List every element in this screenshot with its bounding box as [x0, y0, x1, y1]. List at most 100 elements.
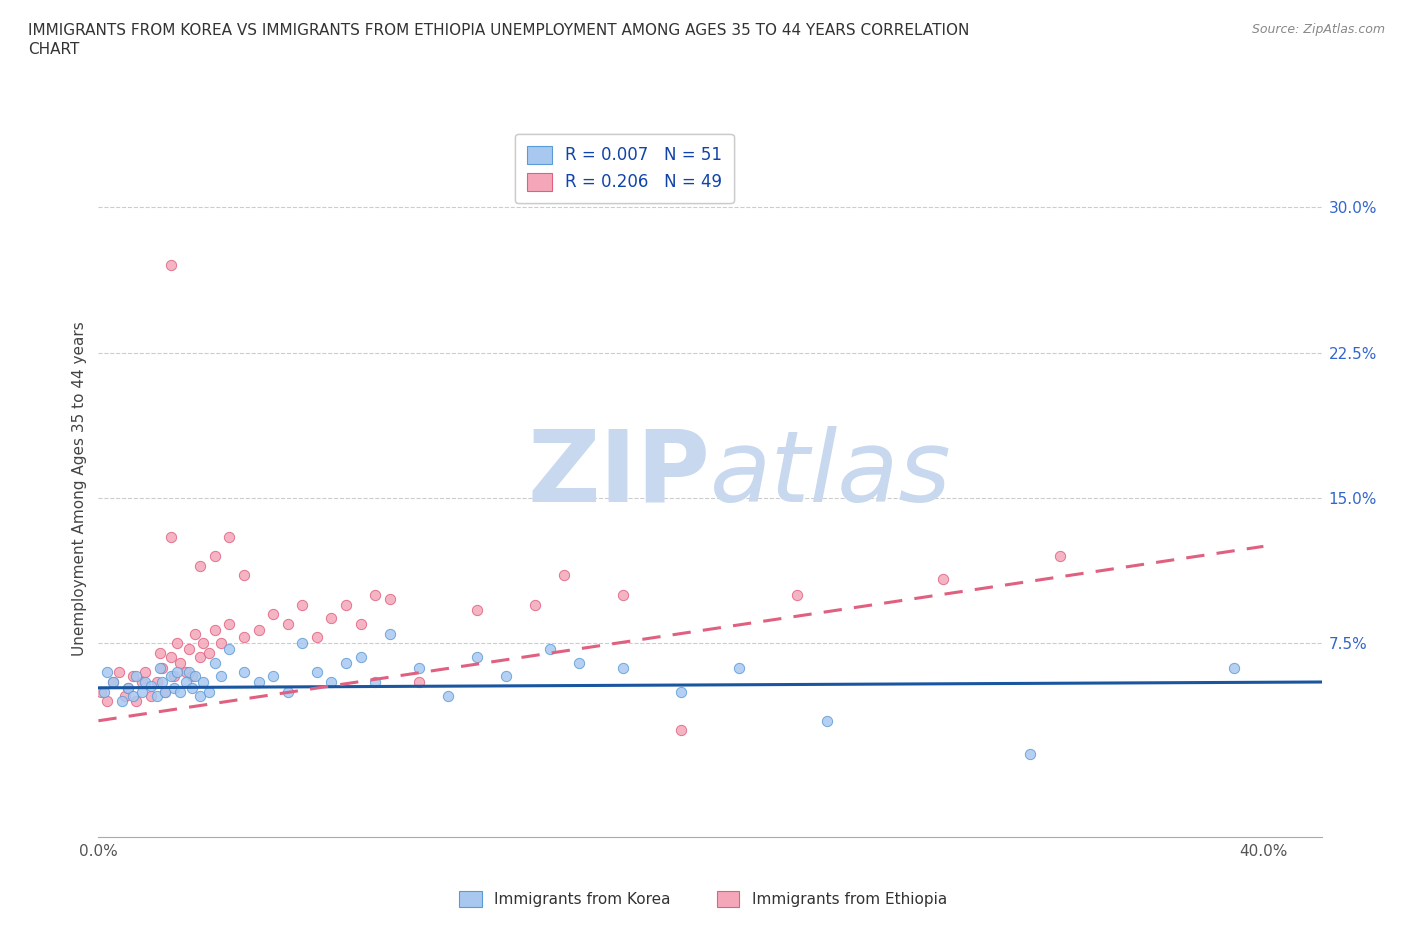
Text: ZIP: ZIP [527, 426, 710, 523]
Point [204, 656, 226, 671]
Point [188, 558, 212, 573]
Point [183, 669, 205, 684]
Point [321, 674, 343, 689]
Point [408, 674, 430, 689]
Point [378, 591, 401, 606]
Point [198, 684, 221, 699]
Point [437, 688, 460, 703]
Point [349, 649, 371, 664]
Point [247, 622, 270, 637]
Point [568, 656, 591, 671]
Point [177, 642, 200, 657]
Point [160, 669, 183, 684]
Point [218, 642, 240, 657]
Point [495, 669, 517, 684]
Point [553, 568, 575, 583]
Point [218, 617, 240, 631]
Point [174, 665, 197, 680]
Point [932, 572, 955, 587]
Point [134, 665, 156, 680]
Point [1019, 746, 1042, 761]
Point [117, 681, 139, 696]
Point [180, 681, 202, 696]
Point [728, 661, 751, 676]
Point [122, 688, 145, 703]
Text: atlas: atlas [710, 426, 952, 523]
Point [291, 636, 314, 651]
Point [101, 674, 124, 689]
Text: IMMIGRANTS FROM KOREA VS IMMIGRANTS FROM ETHIOPIA UNEMPLOYMENT AMONG AGES 35 TO : IMMIGRANTS FROM KOREA VS IMMIGRANTS FROM… [28, 23, 970, 38]
Point [321, 611, 343, 626]
Point [149, 661, 172, 676]
Point [335, 656, 357, 671]
Point [408, 661, 430, 676]
Point [90, 684, 112, 699]
Point [465, 603, 488, 618]
Point [612, 661, 634, 676]
Point [815, 713, 838, 728]
Point [364, 588, 387, 603]
Legend: R = 0.007   N = 51, R = 0.206   N = 49: R = 0.007 N = 51, R = 0.206 N = 49 [515, 134, 734, 203]
Point [786, 588, 808, 603]
Point [193, 636, 215, 651]
Point [188, 688, 212, 703]
Text: CHART: CHART [28, 42, 80, 57]
Point [125, 694, 148, 709]
Point [204, 622, 226, 637]
Point [96, 694, 118, 709]
Point [669, 723, 692, 737]
Point [152, 661, 174, 676]
Point [93, 684, 115, 699]
Point [134, 674, 156, 689]
Point [277, 617, 299, 631]
Point [305, 630, 328, 644]
Point [335, 597, 357, 612]
Point [155, 684, 177, 699]
Point [198, 645, 221, 660]
Y-axis label: Unemployment Among Ages 35 to 44 years: Unemployment Among Ages 35 to 44 years [72, 321, 87, 656]
Point [169, 656, 191, 671]
Point [349, 617, 371, 631]
Point [160, 649, 183, 664]
Point [183, 626, 205, 641]
Point [262, 606, 284, 621]
Point [524, 597, 547, 612]
Point [188, 649, 212, 664]
Point [291, 597, 314, 612]
Point [1223, 661, 1246, 676]
Point [204, 549, 226, 564]
Point [233, 568, 256, 583]
Point [155, 684, 177, 699]
Point [218, 529, 240, 544]
Point [163, 681, 186, 696]
Point [117, 681, 139, 696]
Point [160, 529, 183, 544]
Point [122, 669, 145, 684]
Point [166, 665, 188, 680]
Point [108, 665, 131, 680]
Point [169, 684, 191, 699]
Point [166, 636, 188, 651]
Point [193, 674, 215, 689]
Point [139, 679, 162, 694]
Point [114, 688, 136, 703]
Point [149, 645, 172, 660]
Point [378, 626, 401, 641]
Point [233, 630, 256, 644]
Point [277, 684, 299, 699]
Point [139, 688, 162, 703]
Text: Source: ZipAtlas.com: Source: ZipAtlas.com [1251, 23, 1385, 36]
Legend: Immigrants from Korea, Immigrants from Ethiopia: Immigrants from Korea, Immigrants from E… [453, 884, 953, 913]
Point [364, 674, 387, 689]
Point [131, 674, 153, 689]
Point [209, 636, 232, 651]
Point [174, 674, 197, 689]
Point [233, 665, 256, 680]
Point [152, 674, 174, 689]
Point [465, 649, 488, 664]
Point [209, 669, 232, 684]
Point [262, 669, 284, 684]
Point [247, 674, 270, 689]
Point [177, 665, 200, 680]
Point [160, 258, 183, 272]
